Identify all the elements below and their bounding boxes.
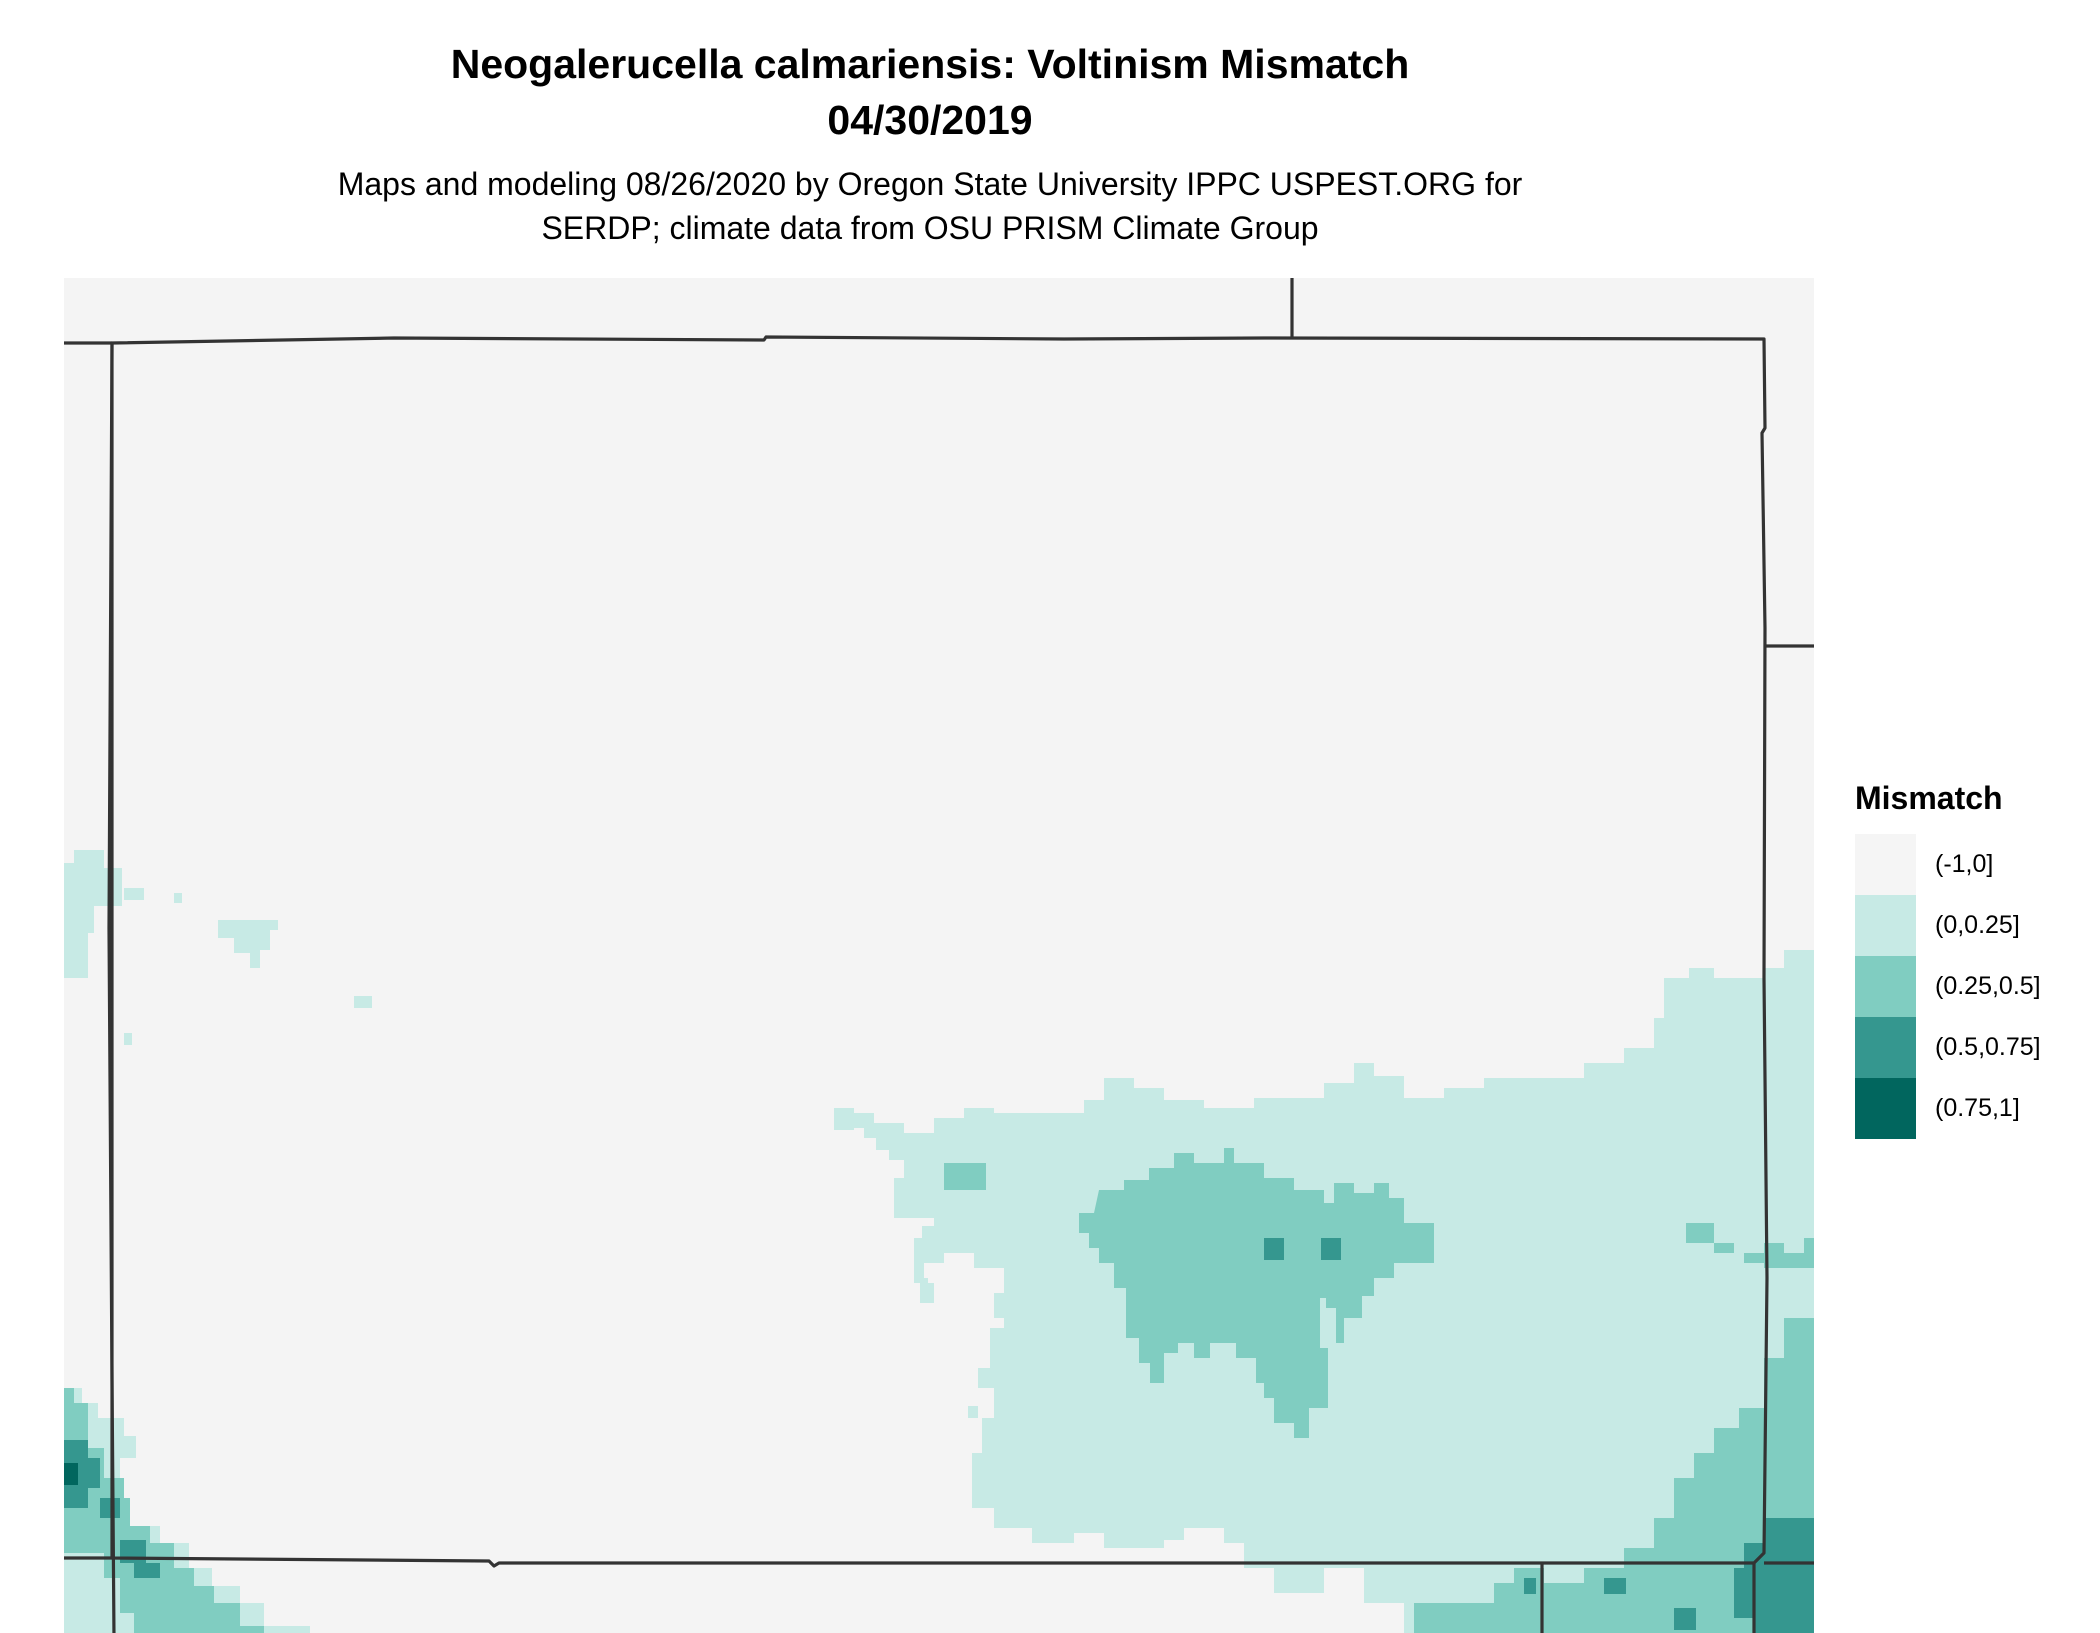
- zone-patch: [1079, 1148, 1434, 1438]
- boundary-west-vertical: [107, 342, 116, 1633]
- legend-label: (0.75,1]: [1935, 1094, 2020, 1122]
- zone-patch: [920, 1278, 928, 1298]
- legend-swatch: [1855, 1017, 1916, 1078]
- legend-label: (0.5,0.75]: [1935, 1033, 2041, 1061]
- zone-patch: [218, 920, 278, 968]
- zone-patch: [968, 1406, 978, 1418]
- zone-class-5: [64, 1463, 78, 1485]
- zone-patch: [1604, 1578, 1626, 1594]
- zone-patch: [354, 996, 372, 1008]
- legend-label: (0.25,0.5]: [1935, 972, 2041, 1000]
- zone-patch: [1674, 1608, 1696, 1630]
- zone-patch: [100, 1498, 120, 1518]
- map-date: 04/30/2019: [827, 97, 1033, 143]
- legend-item: (0.25,0.5]: [1855, 956, 2085, 1017]
- legend-item: (-1,0]: [1855, 834, 2085, 895]
- legend-swatch: [1855, 1078, 1916, 1139]
- zone-patch: [124, 888, 144, 900]
- legend-title: Mismatch: [1855, 780, 2003, 816]
- legend-label: (0,0.25]: [1935, 911, 2020, 939]
- zone-patch: [64, 850, 122, 978]
- zone-patch: [1264, 1238, 1284, 1260]
- map-subtitle-line1: Maps and modeling 08/26/2020 by Oregon S…: [337, 166, 1523, 202]
- zone-patch: [1524, 1578, 1536, 1594]
- map-subtitle-line2: SERDP; climate data from OSU PRISM Clima…: [541, 210, 1319, 246]
- mismatch-map: [64, 278, 1814, 1633]
- zone-patch: [1414, 1603, 1454, 1633]
- legend-item: (0.75,1]: [1855, 1078, 2085, 1139]
- zone-patch: [64, 1440, 100, 1508]
- zone-patch: [64, 1463, 78, 1485]
- legend-label: (-1,0]: [1935, 850, 1994, 878]
- zone-patch: [834, 1108, 854, 1130]
- region-boundary: [110, 335, 1769, 1568]
- zone-patch: [944, 1163, 986, 1190]
- boundary-lines: [64, 278, 1814, 1633]
- legend-swatch: [1855, 895, 1916, 956]
- zone-patch: [124, 1033, 132, 1045]
- zone-patch: [1454, 1223, 1814, 1633]
- legend-item: (0.5,0.75]: [1855, 1017, 2085, 1078]
- legend-item: (0,0.25]: [1855, 895, 2085, 956]
- mismatch-zones: [64, 850, 1814, 1633]
- zone-patch: [1321, 1238, 1341, 1260]
- legend-swatch: [1855, 956, 1916, 1017]
- legend-swatch: [1855, 834, 1916, 895]
- zone-patch: [174, 893, 182, 903]
- map-title: Neogalerucella calmariensis: Voltinism M…: [450, 41, 1410, 87]
- legend: Mismatch (-1,0] (0,0.25] (0.25,0.5] (0.5…: [1855, 778, 2085, 1139]
